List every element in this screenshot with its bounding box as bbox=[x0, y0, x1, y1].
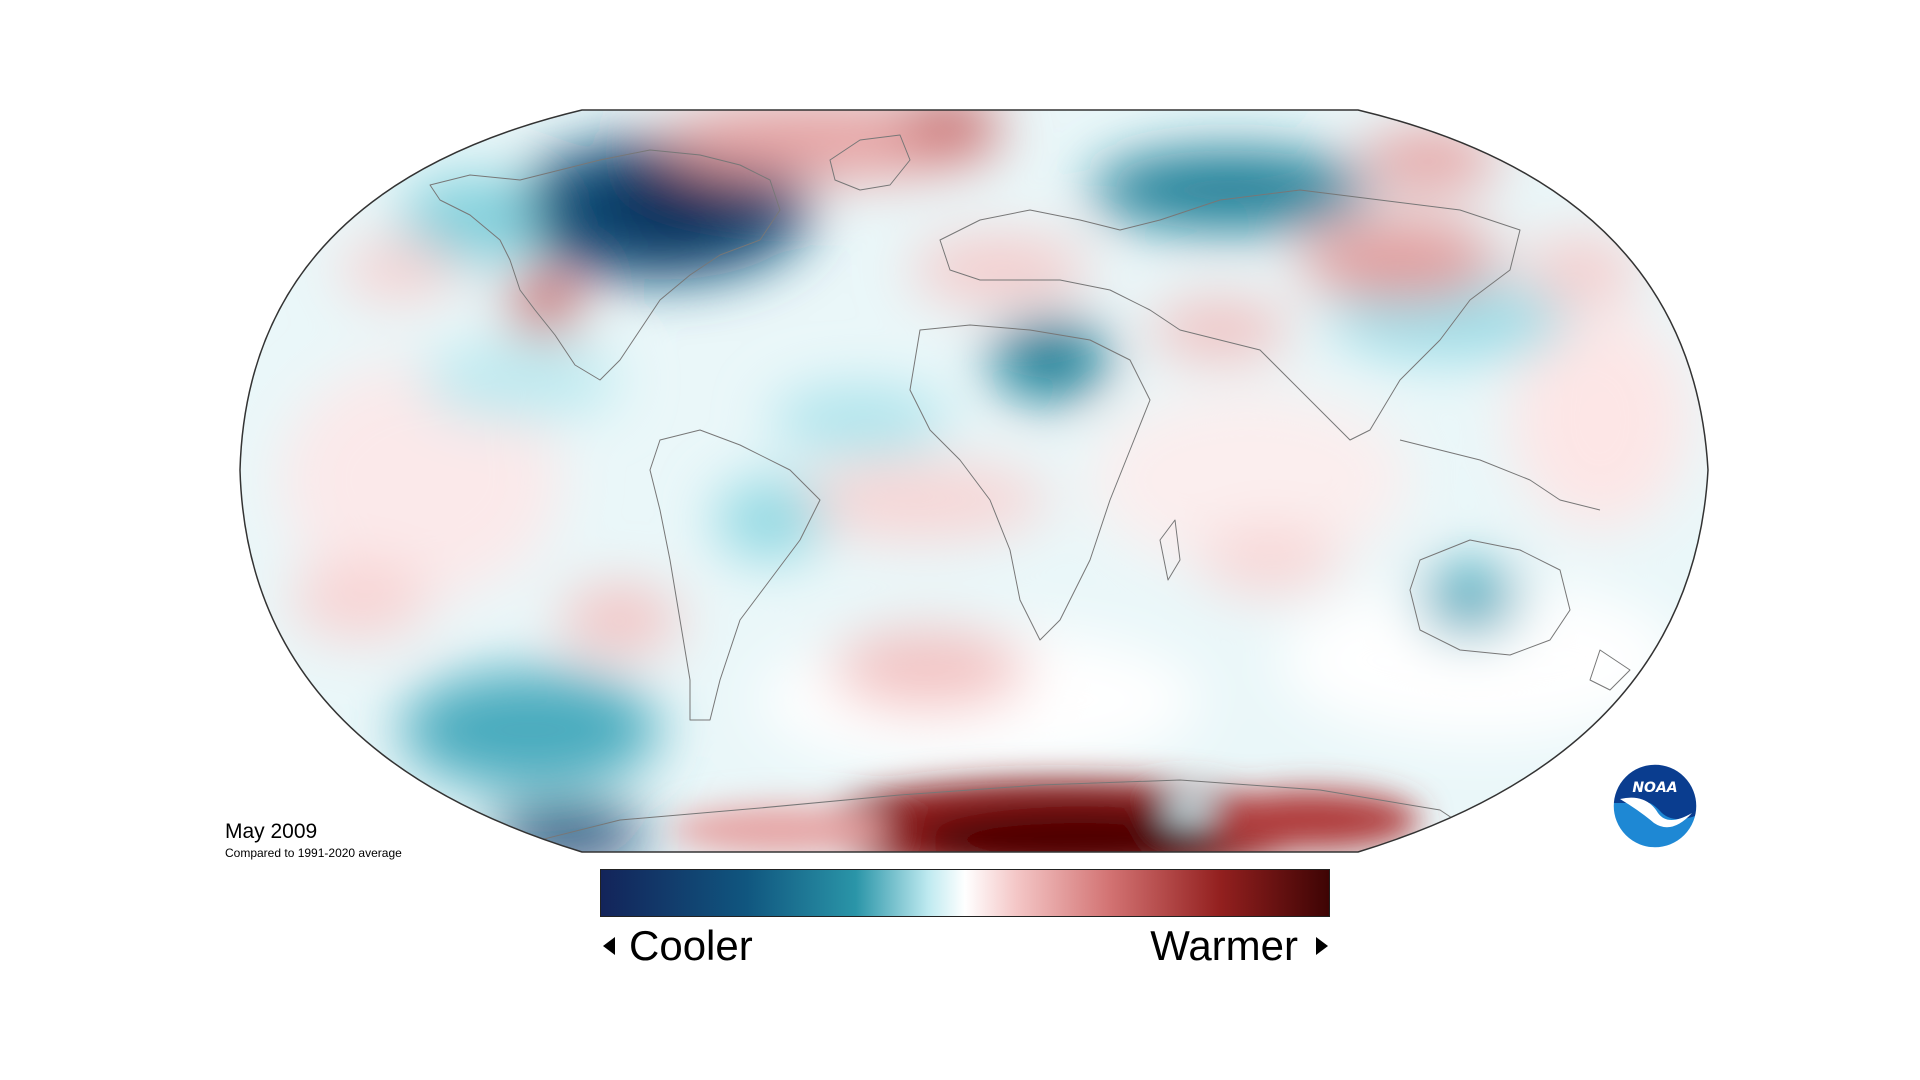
legend-cooler: Cooler bbox=[603, 925, 753, 967]
west-pacific-warm-area bbox=[1510, 310, 1690, 530]
left-arrow-icon bbox=[603, 936, 615, 955]
noaa-logo-text: NOAA bbox=[1632, 780, 1677, 796]
anomaly-blobs bbox=[280, 110, 1690, 852]
east-pacific-warm-area bbox=[280, 360, 560, 600]
eurasia-outline bbox=[939, 189, 1521, 441]
map-baseline-subtitle: Compared to 1991-2020 average bbox=[225, 846, 402, 860]
indonesia-outline bbox=[1399, 439, 1601, 511]
new-zealand-outline bbox=[1589, 649, 1631, 691]
anomaly-colorbar bbox=[600, 869, 1330, 917]
north-africa-cold bbox=[990, 320, 1110, 400]
right-arrow-icon bbox=[1316, 936, 1328, 955]
south-pacific-cold bbox=[400, 670, 660, 790]
madagascar-outline bbox=[1159, 519, 1181, 581]
australia-cold bbox=[1420, 565, 1520, 635]
tropical-atlantic-warm bbox=[790, 460, 1050, 540]
east-siberia-cold bbox=[1090, 150, 1370, 230]
central-asia-warm bbox=[1300, 220, 1500, 300]
greenland-outline bbox=[829, 134, 911, 191]
north-america-outline bbox=[429, 149, 781, 381]
africa-outline bbox=[909, 324, 1151, 641]
legend-cooler-label: Cooler bbox=[629, 922, 753, 969]
south-america-outline bbox=[649, 429, 821, 721]
amazon-cold bbox=[715, 480, 825, 560]
antarctica-warm bbox=[670, 780, 1420, 852]
south-atlantic-warm bbox=[830, 630, 1030, 710]
legend-warmer: Warmer bbox=[1150, 925, 1328, 967]
coastlines bbox=[429, 134, 1631, 851]
map-date-title: May 2009 bbox=[225, 820, 318, 843]
australia-outline bbox=[1409, 539, 1571, 656]
legend-warmer-label: Warmer bbox=[1150, 922, 1298, 969]
antarctica-outline bbox=[499, 779, 1501, 851]
indian-ocean-warm bbox=[1090, 390, 1410, 570]
noaa-logo-icon: NOAA bbox=[1612, 763, 1698, 849]
globe-border bbox=[239, 109, 1709, 853]
southwest-usa-warm bbox=[510, 275, 580, 335]
anomaly-field bbox=[240, 110, 1708, 852]
